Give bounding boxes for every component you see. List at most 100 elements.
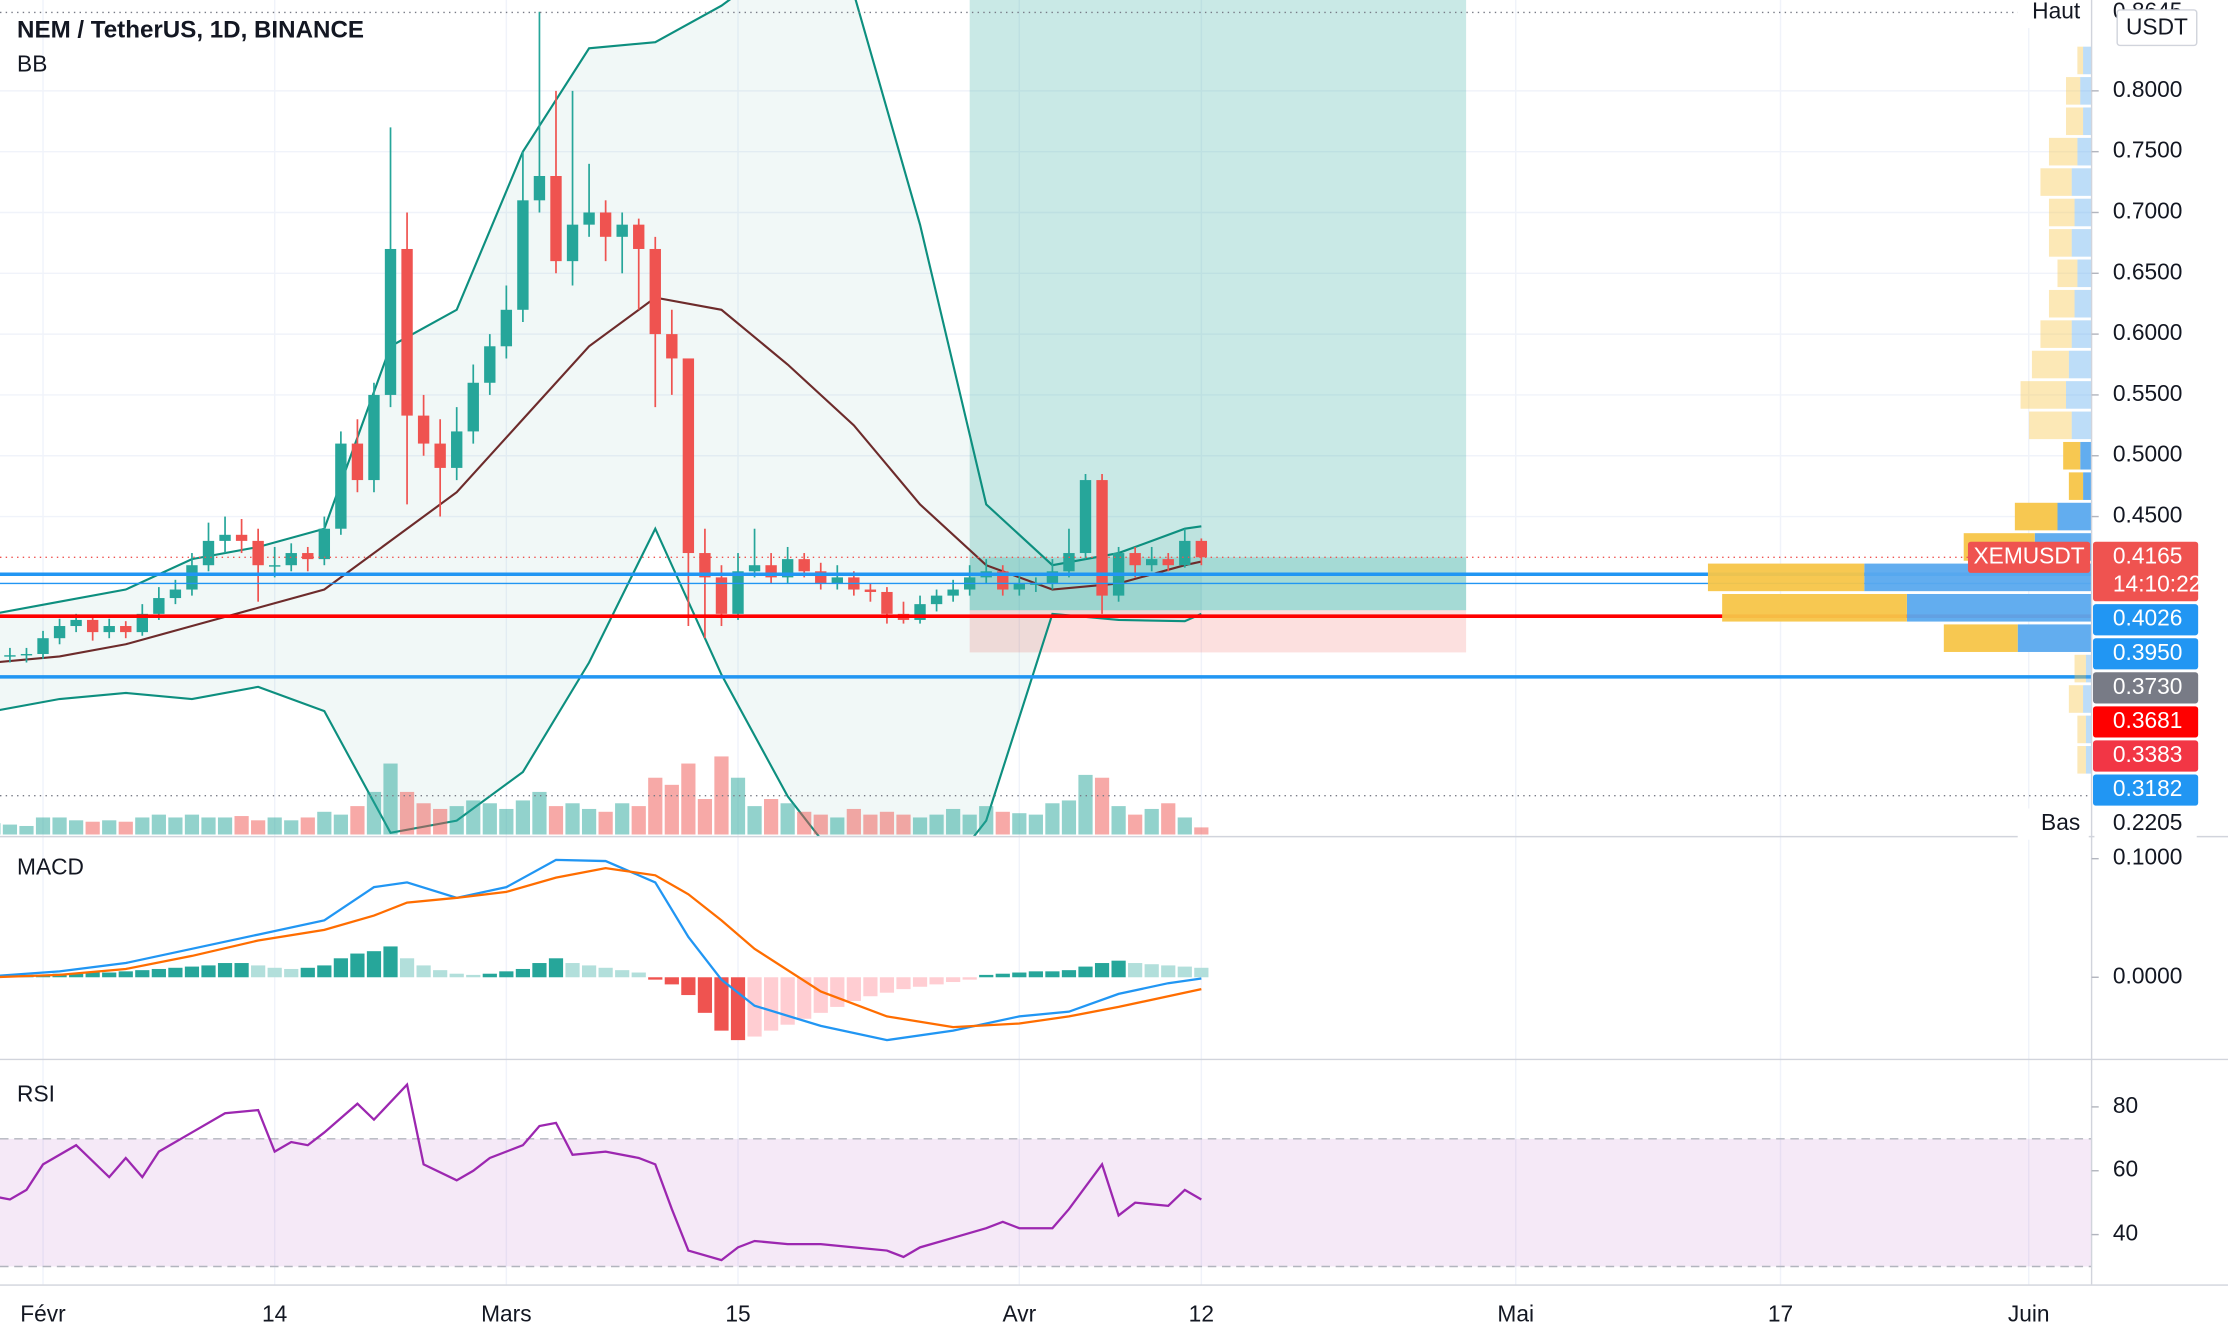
- macd-histogram-bar: [1161, 965, 1176, 978]
- volume-bar: [615, 803, 630, 835]
- unit-label[interactable]: USDT: [2126, 13, 2188, 39]
- candle-body: [715, 577, 728, 614]
- profile-up: [2085, 715, 2092, 744]
- profile-down: [2040, 168, 2072, 196]
- profile-down: [2048, 198, 2075, 227]
- candle-body: [20, 654, 33, 656]
- profile-down: [2066, 107, 2084, 136]
- grid: [0, 0, 2092, 1285]
- macd-histogram-bar: [1094, 963, 1110, 978]
- profile-down: [2057, 259, 2078, 288]
- price-badge: [2093, 740, 2199, 772]
- price-badge: [2093, 672, 2199, 704]
- macd-histogram-bar: [995, 973, 1010, 978]
- volume-bar: [85, 821, 100, 835]
- profile-down: [2066, 77, 2081, 105]
- price-badges: 0.4165 14:10:22 XEMUSDT 0.4026 0.3950 0.3730 0…: [1967, 541, 2201, 806]
- macd-histogram-bar: [1111, 960, 1126, 978]
- candle-body: [302, 553, 314, 560]
- profile-up: [2066, 381, 2092, 409]
- candle-body: [798, 559, 810, 572]
- macd-histogram-bar: [946, 977, 961, 983]
- profile-down: [2068, 685, 2084, 713]
- profile-down: [2077, 46, 2084, 75]
- price-badge-label: 0.3383: [2113, 741, 2183, 767]
- volume-bar: [1078, 774, 1093, 835]
- candle-body: [583, 212, 595, 225]
- macd-histogram-bar: [151, 968, 166, 978]
- profile-down: [2040, 320, 2072, 348]
- volume-bar: [52, 817, 67, 835]
- price-badge: [2093, 638, 2199, 670]
- macd-histogram-bar: [1078, 966, 1093, 978]
- macd-histogram-bar: [85, 972, 100, 978]
- profile-up: [2068, 350, 2092, 379]
- candle-body: [765, 565, 777, 578]
- candle-body: [219, 534, 231, 541]
- rsi-title: RSI: [17, 1081, 55, 1107]
- macd-histogram-bar: [813, 977, 828, 1013]
- volume-bar: [234, 816, 249, 835]
- macd-histogram-bar: [284, 968, 299, 978]
- volume-bar: [1061, 800, 1077, 835]
- profile-down: [1707, 563, 1865, 592]
- profile-down: [2020, 381, 2067, 409]
- volume-bar: [664, 784, 679, 835]
- rsi-panel: [0, 1082, 2092, 1268]
- profile-up: [2017, 624, 2092, 652]
- candle-body: [699, 553, 711, 578]
- candle-body: [815, 571, 827, 584]
- volume-bar: [747, 806, 762, 835]
- price-axis-bg: [2091, 0, 2228, 1344]
- extreme-label-box: [2017, 0, 2089, 29]
- candle-body: [1063, 553, 1075, 572]
- macd-histogram-bar: [383, 946, 398, 978]
- volume-bar: [102, 820, 117, 835]
- macd-histogram-bar: [350, 953, 365, 978]
- volume-bar: [383, 763, 398, 835]
- axes: Févr 14 Mars 15 Avr 12 Mai 17 Juin 0.4500 0.5000 0.…: [20, 0, 2197, 1327]
- volume-bar: [267, 817, 282, 835]
- x-tick-label: 15: [725, 1301, 750, 1327]
- macd-histogram-bar: [929, 977, 944, 985]
- volume-bar: [499, 808, 514, 835]
- macd-histogram-bar: [317, 965, 332, 978]
- candle-body: [252, 540, 264, 566]
- volume-bar: [681, 763, 696, 835]
- unit-box[interactable]: [2116, 9, 2198, 47]
- profile-down: [2029, 411, 2072, 440]
- price-badge-label: 0.4165: [2113, 542, 2183, 568]
- volume-bar: [979, 806, 994, 835]
- candle-body: [682, 358, 695, 554]
- volume-bar: [631, 806, 646, 835]
- price-badge: [2093, 541, 2199, 602]
- macd-histogram-bar: [962, 977, 977, 980]
- macd-histogram-bar: [565, 963, 580, 978]
- volume-bar: [780, 803, 795, 835]
- volume-bar: [863, 814, 878, 835]
- profile-up: [2074, 198, 2092, 227]
- candle-body: [269, 565, 281, 567]
- price-badge-label: 0.3681: [2113, 707, 2183, 733]
- profile-down: [2048, 137, 2078, 166]
- profile-down: [2077, 715, 2086, 744]
- macd-histogram-bar: [433, 970, 448, 978]
- y-tick-label: 0.7500: [2113, 137, 2183, 163]
- candle-body: [4, 655, 16, 657]
- macd-histogram-bar: [201, 965, 216, 978]
- volume-bar: [912, 817, 928, 835]
- profile-up: [2071, 320, 2092, 348]
- macd-histogram-bar: [714, 977, 729, 1031]
- volume-bar: [846, 808, 861, 835]
- macd-histogram-bar: [912, 977, 928, 987]
- candle-body: [930, 595, 943, 605]
- price-badge-label: 0.3182: [2113, 775, 2183, 801]
- candle-body: [70, 619, 82, 627]
- volume-bar: [714, 756, 729, 835]
- candle-body: [335, 443, 347, 529]
- macd-histogram-bar: [764, 977, 779, 1031]
- macd-histogram-bar: [1128, 963, 1143, 978]
- candle-body: [666, 334, 678, 359]
- price-badge: [2093, 604, 2199, 636]
